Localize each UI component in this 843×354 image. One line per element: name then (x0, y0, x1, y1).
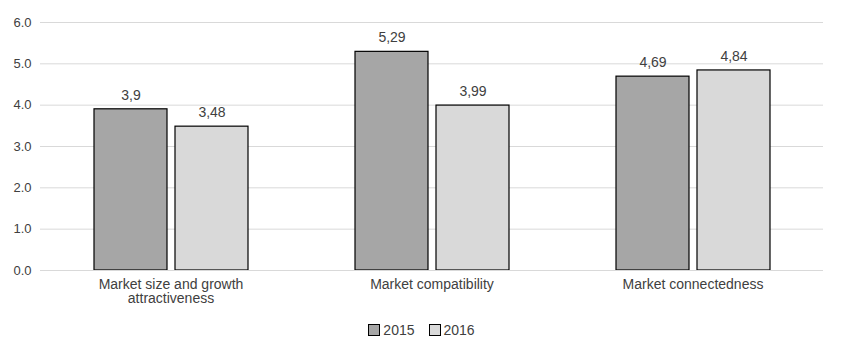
html-text:2016: 2016 (443, 322, 475, 338)
svg-text:2.0: 2.0 (13, 180, 31, 195)
svg-text:6.0: 6.0 (13, 15, 31, 30)
svg-text:1.0: 1.0 (13, 221, 31, 236)
svg-text:Market compatibility: Market compatibility (370, 276, 494, 292)
svg-text:4.0: 4.0 (13, 97, 31, 112)
svg-text:0.0: 0.0 (13, 263, 31, 278)
svg-text:5.0: 5.0 (13, 56, 31, 71)
svg-text:Market size and growthattracti: Market size and growthattractiveness (99, 276, 244, 306)
svg-text:Market connectedness: Market connectedness (623, 276, 764, 292)
svg-text:3.0: 3.0 (13, 139, 31, 154)
svg-text:3,48: 3,48 (198, 104, 225, 120)
html-text:2015: 2015 (383, 322, 415, 338)
svg-text:3,99: 3,99 (459, 83, 486, 99)
svg-text:4,69: 4,69 (639, 54, 666, 70)
svg-text:5,29: 5,29 (378, 29, 405, 45)
svg-text:4,84: 4,84 (720, 48, 747, 64)
svg-text:3,9: 3,9 (121, 87, 141, 103)
